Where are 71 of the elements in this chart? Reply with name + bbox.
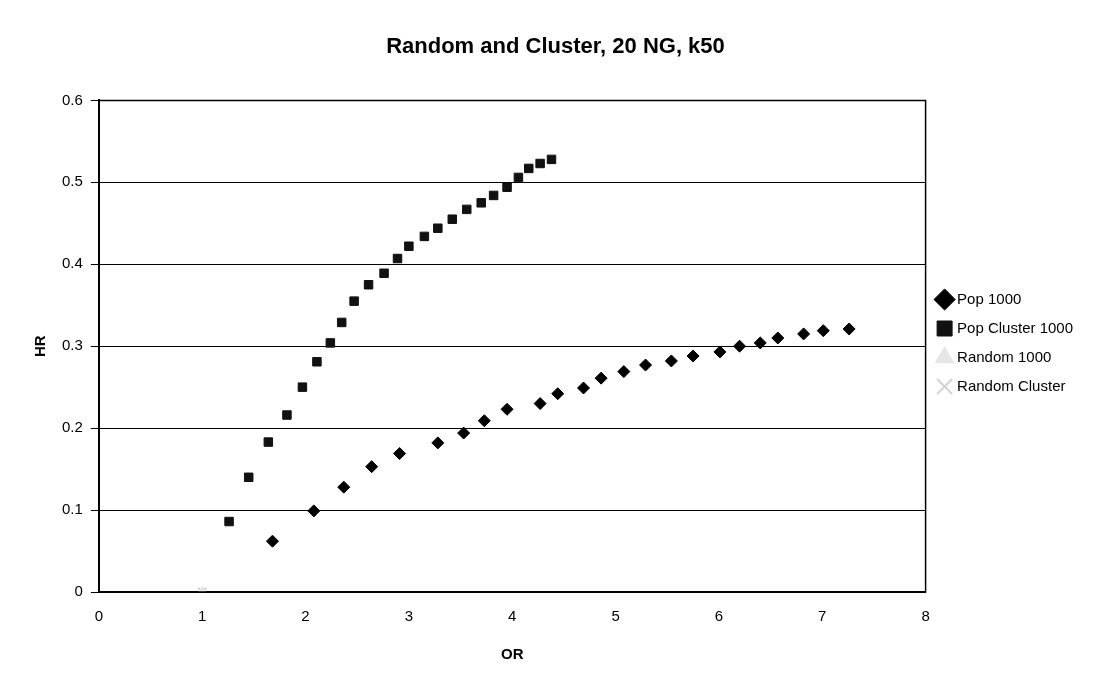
point bbox=[513, 172, 524, 183]
y-tick-label: 0.3 bbox=[61, 336, 83, 354]
y-tick-label: 0.6 bbox=[61, 90, 83, 108]
point bbox=[297, 382, 308, 392]
point bbox=[307, 504, 321, 518]
point bbox=[462, 204, 472, 215]
point bbox=[488, 190, 499, 201]
y-tick-label: 0 bbox=[74, 582, 83, 600]
point bbox=[686, 349, 700, 363]
point bbox=[392, 253, 403, 264]
point bbox=[419, 231, 430, 242]
point bbox=[336, 317, 347, 328]
point bbox=[617, 365, 631, 379]
point bbox=[433, 223, 443, 233]
legend-label: Pop Cluster 1000 bbox=[957, 318, 1073, 336]
point bbox=[477, 414, 491, 428]
point bbox=[349, 296, 359, 306]
point bbox=[404, 241, 414, 251]
chart-title: Random and Cluster, 20 NG, k50 bbox=[386, 33, 725, 59]
point bbox=[457, 426, 471, 440]
point bbox=[753, 336, 767, 350]
legend-label: Random Cluster bbox=[957, 376, 1066, 394]
point bbox=[282, 410, 292, 420]
x-tick-label: 2 bbox=[301, 607, 310, 625]
y-tick-label: 0.1 bbox=[61, 500, 83, 518]
point bbox=[476, 198, 486, 208]
x-tick-label: 5 bbox=[611, 607, 620, 625]
point bbox=[447, 214, 458, 224]
point bbox=[393, 447, 407, 461]
y-tick-label: 0.5 bbox=[61, 172, 83, 190]
point bbox=[733, 339, 747, 353]
point bbox=[594, 371, 608, 385]
legend-label: Random 1000 bbox=[957, 347, 1052, 365]
point bbox=[243, 472, 254, 483]
point bbox=[224, 516, 234, 527]
point bbox=[577, 381, 591, 395]
y-tick-label: 0.4 bbox=[61, 254, 83, 272]
point bbox=[842, 322, 856, 336]
point bbox=[535, 158, 545, 169]
x-tick-label: 7 bbox=[818, 607, 827, 625]
point bbox=[551, 387, 565, 401]
point bbox=[431, 436, 445, 450]
point bbox=[797, 327, 811, 341]
point bbox=[639, 358, 653, 372]
point bbox=[816, 324, 830, 338]
x-tick-label: 6 bbox=[714, 607, 724, 625]
legend-label: Pop 1000 bbox=[957, 289, 1022, 307]
x-tick-label: 4 bbox=[508, 607, 517, 625]
point bbox=[502, 182, 512, 192]
point bbox=[379, 268, 389, 279]
point bbox=[263, 437, 274, 447]
point bbox=[771, 331, 785, 345]
point bbox=[713, 345, 727, 359]
y-axis-title: HR bbox=[31, 335, 49, 358]
y-tick-label: 0.2 bbox=[61, 418, 83, 436]
point bbox=[533, 397, 547, 411]
x-tick-label: 8 bbox=[921, 607, 930, 625]
point bbox=[312, 357, 322, 367]
x-axis-title: OR bbox=[500, 645, 524, 663]
point bbox=[546, 154, 557, 165]
point bbox=[337, 480, 351, 494]
x-tick-label: 1 bbox=[198, 607, 207, 625]
x-tick-label: 3 bbox=[404, 607, 414, 625]
point bbox=[325, 338, 336, 348]
point bbox=[365, 460, 379, 474]
point bbox=[363, 280, 374, 290]
point bbox=[265, 534, 279, 548]
point bbox=[524, 163, 534, 174]
point bbox=[500, 402, 514, 416]
x-tick-label: 0 bbox=[94, 607, 104, 625]
point bbox=[664, 354, 678, 368]
